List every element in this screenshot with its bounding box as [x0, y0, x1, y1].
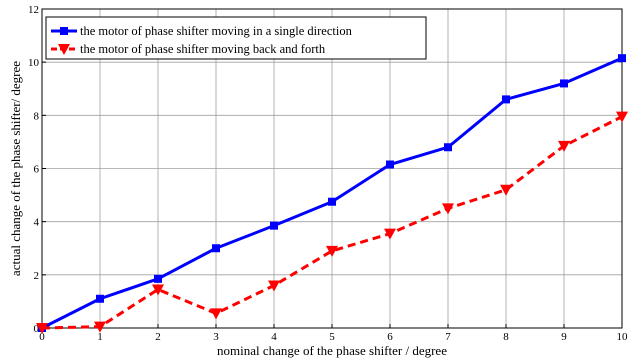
y-tick-label: 2: [34, 270, 40, 282]
data-point: [94, 321, 106, 333]
x-tick-label: 1: [97, 331, 103, 343]
data-point: [36, 323, 48, 334]
x-tick-label: 5: [329, 331, 335, 343]
y-tick-label: 8: [34, 110, 40, 122]
data-point: [502, 95, 510, 104]
data-point: [328, 197, 336, 206]
legend-label: the motor of phase shifter moving in a s…: [80, 24, 353, 38]
data-point: [384, 228, 396, 240]
y-tick-label: 6: [34, 164, 40, 176]
data-point: [386, 160, 394, 169]
data-point: [444, 143, 452, 152]
x-axis-label: nominal change of the phase shifter / de…: [217, 343, 447, 358]
data-point: [558, 140, 570, 152]
series-2: [36, 111, 628, 334]
x-tick-label: 6: [387, 331, 393, 343]
x-tick-label: 10: [617, 331, 629, 343]
data-point: [268, 280, 280, 292]
x-tick-label: 4: [271, 331, 277, 343]
data-point: [560, 79, 568, 88]
data-point: [618, 54, 626, 63]
x-tick-label: 7: [445, 331, 451, 343]
x-tick-label: 8: [503, 331, 509, 343]
legend-entry: the motor of phase shifter moving in a s…: [51, 24, 353, 38]
data-point: [96, 294, 104, 303]
data-point: [616, 111, 628, 123]
y-tick-label: 0: [34, 323, 40, 335]
data-point: [212, 244, 220, 253]
legend-box: [45, 16, 427, 60]
data-point: [210, 308, 222, 320]
y-tick-label: 10: [28, 57, 40, 69]
legend-entry: the motor of phase shifter moving back a…: [51, 42, 326, 56]
data-point: [154, 274, 162, 283]
data-point: [152, 284, 164, 296]
x-tick-label: 2: [155, 331, 161, 343]
data-point: [326, 245, 338, 257]
legend-marker: [58, 44, 70, 55]
data-point: [270, 221, 278, 230]
data-point: [500, 184, 512, 196]
legend: the motor of phase shifter moving in a s…: [45, 16, 427, 60]
x-tick-label: 0: [39, 331, 45, 343]
x-tick-label: 3: [213, 331, 219, 343]
y-axis-label: actual change of the phase shifter/ degr…: [8, 61, 23, 276]
y-tick-label: 12: [28, 4, 39, 16]
data-point: [442, 203, 454, 215]
y-tick-label: 4: [34, 217, 40, 229]
legend-label: the motor of phase shifter moving back a…: [80, 42, 326, 56]
x-tick-label: 9: [561, 331, 567, 343]
legend-marker: [60, 27, 68, 35]
series-layer: [36, 54, 628, 334]
